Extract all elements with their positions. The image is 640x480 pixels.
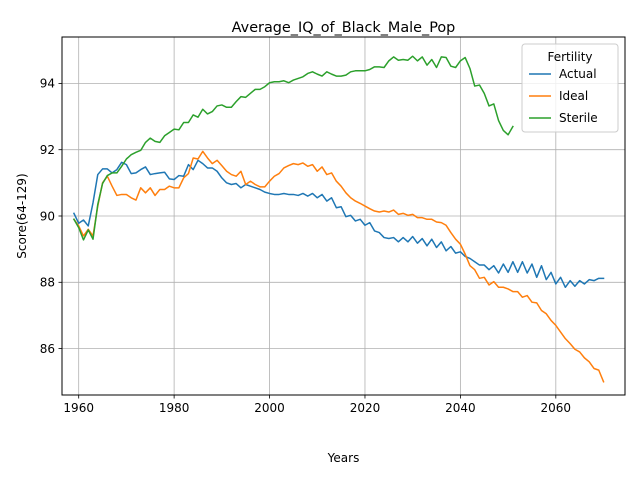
legend-title: Fertility — [547, 50, 592, 64]
x-axis-label: Years — [327, 451, 360, 465]
legend-label-ideal: Ideal — [559, 89, 588, 103]
legend-label-sterile: Sterile — [559, 111, 598, 125]
x-tick-label: 1960 — [63, 401, 94, 415]
y-tick-label: 94 — [40, 77, 55, 91]
x-tick-label: 1980 — [159, 401, 190, 415]
x-tick-label: 2060 — [541, 401, 572, 415]
y-tick-label: 86 — [40, 342, 55, 356]
chart-title: Average_IQ_of_Black_Male_Pop — [232, 20, 456, 36]
y-tick-label: 90 — [40, 209, 55, 223]
legend-label-actual: Actual — [559, 67, 597, 81]
x-tick-label: 2020 — [350, 401, 381, 415]
y-tick-label: 88 — [40, 276, 55, 290]
y-tick-label: 92 — [40, 143, 55, 157]
x-tick-label: 2040 — [445, 401, 476, 415]
legend: Fertility Actual Ideal Sterile — [522, 44, 618, 132]
x-tick-label: 2000 — [254, 401, 285, 415]
y-axis-label: Score(64-129) — [15, 173, 29, 258]
